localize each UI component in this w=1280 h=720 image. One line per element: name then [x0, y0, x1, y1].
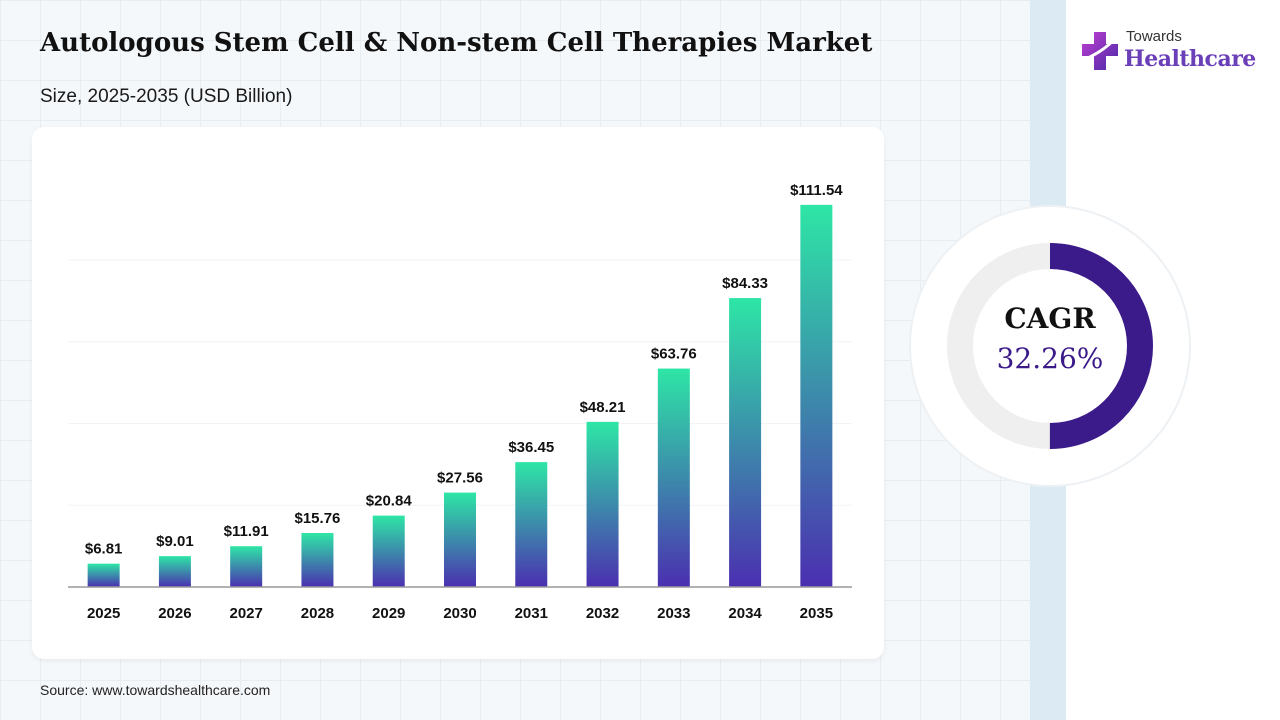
medical-cross-icon: [1082, 32, 1118, 70]
data-label: $27.56: [437, 470, 483, 487]
x-tick-label: 2029: [372, 605, 405, 622]
data-label: $84.33: [722, 275, 768, 292]
data-label: $111.54: [790, 182, 843, 199]
bar-2028: [301, 533, 334, 587]
x-tick-label: 2032: [586, 605, 619, 622]
x-tick-label: 2031: [515, 605, 548, 622]
bar-2025: [87, 563, 120, 587]
bar-2035: [800, 204, 833, 588]
bar-2031: [515, 462, 548, 587]
bar-2030: [444, 492, 476, 587]
data-label: $36.45: [508, 439, 554, 456]
brand-logo: Towards Healthcare: [1080, 28, 1260, 78]
x-tick-label: 2035: [800, 605, 833, 622]
bar-2034: [729, 298, 762, 587]
data-label: $9.01: [156, 533, 194, 550]
x-tick-label: 2027: [229, 605, 262, 622]
chart-title: Autologous Stem Cell & Non-stem Cell The…: [40, 28, 873, 58]
cagr-ring-arc: [947, 243, 1153, 449]
data-label: $6.81: [85, 541, 123, 558]
bar-2027: [230, 546, 263, 587]
bar-2029: [372, 515, 405, 587]
x-tick-label: 2025: [87, 605, 120, 622]
logo-text-towards: Towards: [1126, 28, 1182, 45]
x-tick-label: 2028: [301, 605, 334, 622]
data-label: $20.84: [366, 493, 413, 510]
x-tick-label: 2030: [443, 605, 476, 622]
chart-subtitle: Size, 2025-2035 (USD Billion): [40, 86, 293, 107]
bar-chart: $6.81 2025 $9.01 2026 $11.91 2027 $15.76 2028 $2…: [68, 182, 852, 622]
data-label: $15.76: [295, 510, 341, 527]
bar-2032: [586, 421, 619, 587]
cagr-value: 32.26%: [996, 342, 1104, 375]
bar-2026: [158, 556, 191, 587]
bar-2033: [657, 368, 690, 587]
logo-text-healthcare: Healthcare: [1124, 46, 1256, 72]
data-label: $63.76: [651, 346, 697, 363]
source-note: Source: www.towardshealthcare.com: [40, 682, 271, 698]
x-tick-label: 2033: [657, 605, 690, 622]
cagr-ring: [909, 205, 1191, 487]
cagr-label: CAGR: [1004, 302, 1096, 335]
x-tick-label: 2034: [728, 605, 762, 622]
cagr-donut: CAGR 32.26%: [908, 204, 1191, 487]
data-label: $48.21: [580, 399, 626, 416]
data-label: $11.91: [224, 523, 269, 540]
x-tick-label: 2026: [158, 605, 191, 622]
